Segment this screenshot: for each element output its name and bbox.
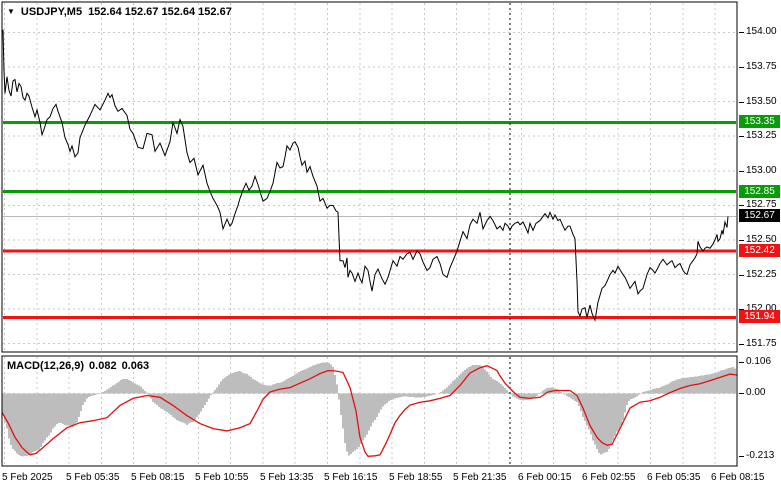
macd-title-bar: MACD(12,26,9) 0.082 0.063 (7, 360, 149, 372)
price-tick-label: 154.00 (746, 26, 777, 37)
time-label: 6 Feb 08:15 (711, 472, 765, 483)
time-label: 5 Feb 05:35 (66, 472, 120, 483)
resistance-price-badge: 153.35 (739, 115, 780, 128)
current-price-badge: 152.67 (739, 209, 780, 222)
time-label: 5 Feb 21:35 (453, 472, 507, 483)
macd-indicator-label: MACD(12,26,9) (7, 360, 85, 372)
time-label: 5 Feb 18:55 (389, 472, 443, 483)
axis-tick-mark (739, 32, 744, 33)
time-label: 5 Feb 2025 (2, 472, 53, 483)
axis-tick-mark (739, 67, 744, 68)
axis-tick-mark (739, 171, 744, 172)
price-line (2, 29, 729, 322)
axis-tick-mark (739, 275, 744, 276)
price-tick-label: 152.00 (746, 303, 777, 314)
symbol-period-label: USDJPY,M5 (20, 6, 83, 18)
time-label: 5 Feb 16:15 (324, 472, 378, 483)
axis-tick-mark (739, 393, 744, 394)
axis-tick-mark (739, 240, 744, 241)
axis-tick-mark (739, 102, 744, 103)
time-label: 6 Feb 00:15 (518, 472, 572, 483)
axis-tick-mark (739, 205, 744, 206)
price-tick-label: 152.25 (746, 269, 777, 280)
macd-histogram (2, 362, 736, 457)
macd-indicator-canvas[interactable] (1, 355, 738, 468)
price-tick-label: 153.50 (746, 96, 777, 107)
price-panel-border (1, 1, 738, 353)
time-axis[interactable]: 5 Feb 2025 5 Feb 05:35 5 Feb 08:15 5 Feb 10… (0, 468, 781, 489)
macd-tick-label: 0.106 (746, 356, 772, 367)
axis-tick-mark (739, 136, 744, 137)
time-label: 6 Feb 02:55 (582, 472, 636, 483)
macd-signal-value: 0.063 (121, 360, 150, 372)
time-label: 5 Feb 08:15 (131, 472, 185, 483)
macd-panel-border (1, 355, 738, 467)
price-grid (3, 3, 736, 351)
macd-tick-label: 0.00 (746, 387, 766, 398)
price-tick-label: 152.50 (746, 234, 777, 245)
price-tick-label: 153.75 (746, 61, 777, 72)
time-label: 5 Feb 13:35 (260, 472, 314, 483)
resistance-price-badge: 152.85 (739, 185, 780, 198)
price-chart-canvas[interactable] (1, 1, 738, 353)
axis-tick-mark (739, 309, 744, 310)
ohlc-values: 152.64 152.67 152.64 152.67 (88, 6, 232, 18)
one-click-trading-arrow-icon[interactable]: ▼ (7, 7, 15, 16)
price-axis[interactable]: 154.00 153.75 153.50 153.25 153.00 152.75 152.… (738, 0, 781, 468)
time-label: 6 Feb 05:35 (647, 472, 701, 483)
axis-tick-mark (739, 456, 744, 457)
time-label: 5 Feb 10:55 (195, 472, 249, 483)
support-price-badge: 152.42 (739, 244, 780, 257)
macd-main-value: 0.082 (89, 360, 117, 372)
price-tick-label: 153.00 (746, 165, 777, 176)
macd-signal-line (1, 365, 738, 457)
price-tick-label: 153.25 (746, 130, 777, 141)
axis-tick-mark (739, 344, 744, 345)
support-price-badge: 151.94 (739, 310, 780, 323)
axis-tick-mark (739, 362, 744, 363)
macd-tick-label: -0.213 (746, 450, 775, 461)
chart-title-bar: ▼ USDJPY,M5 152.64 152.67 152.64 152.67 (7, 6, 232, 18)
price-tick-label: 152.75 (746, 199, 777, 210)
price-tick-label: 151.75 (746, 338, 777, 349)
level-lines (3, 120, 736, 319)
